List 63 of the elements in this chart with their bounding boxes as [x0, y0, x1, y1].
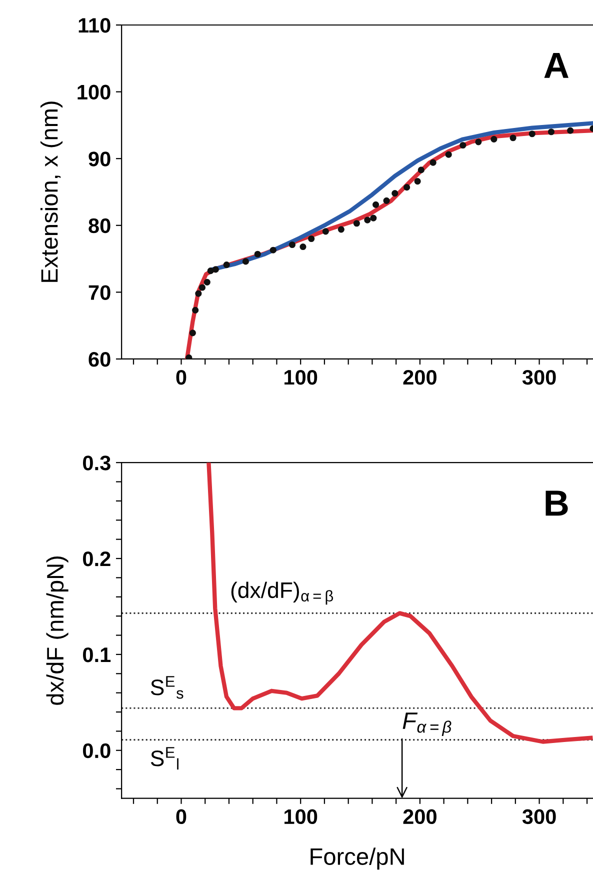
annotation: B — [546, 490, 568, 516]
point — [404, 184, 410, 191]
point — [418, 166, 424, 174]
point — [548, 128, 555, 136]
point — [212, 266, 219, 273]
point — [242, 258, 249, 265]
point — [383, 197, 390, 204]
point — [370, 214, 377, 222]
point — [189, 330, 196, 336]
x-tick-label: 300 — [522, 809, 556, 824]
point — [300, 243, 306, 250]
y-axis-title: dx/dF (nm/pN) — [46, 556, 68, 705]
point — [430, 159, 436, 166]
point — [308, 235, 315, 242]
line-series — [206, 462, 593, 744]
x-tick-label: 200 — [403, 809, 436, 824]
point — [528, 130, 536, 138]
point — [207, 268, 214, 274]
y-tick-label: 110 — [78, 18, 110, 33]
x-tick-label: 200 — [403, 370, 436, 385]
y-tick-label: 100 — [78, 84, 110, 100]
point — [195, 290, 202, 297]
point — [204, 278, 210, 286]
point — [490, 136, 498, 143]
y-tick-label: 60 — [88, 352, 110, 367]
point — [254, 250, 261, 258]
point — [510, 134, 516, 142]
y-tick-label: 0.1 — [83, 647, 111, 662]
y-tick-label: 70 — [88, 285, 110, 300]
x-axis-title: Force/pN — [310, 848, 404, 870]
point — [338, 226, 344, 233]
ref-line-label: (dx/dF)$_{α=β}$ — [231, 582, 334, 605]
point — [414, 178, 421, 185]
x-tick-label: 0 — [176, 809, 186, 824]
x-tick-label: 300 — [522, 370, 556, 385]
y-tick-label: 0.0 — [83, 743, 110, 758]
x-tick-label: 0 — [176, 370, 186, 385]
y-axis-title: Extension, x (nm) — [40, 102, 62, 282]
x-tick-label: 100 — [284, 370, 318, 385]
x-tick-label: 100 — [284, 809, 318, 824]
ref-line-label: S$^{E}$$_{s}$ — [150, 676, 184, 699]
ref-line-label: S$^{E}$$_{l}$ — [150, 747, 178, 770]
point — [223, 262, 230, 268]
point — [198, 284, 206, 291]
point — [288, 241, 296, 248]
point — [445, 151, 452, 158]
y-tick-label: 80 — [88, 218, 110, 234]
point — [353, 220, 360, 227]
y-tick-label: 0.2 — [83, 552, 110, 566]
point — [460, 142, 466, 149]
annotation: F$_{α=β}$ — [402, 712, 452, 736]
point — [567, 127, 574, 134]
annotation: A — [544, 53, 568, 78]
point — [392, 190, 398, 197]
y-tick-label: 90 — [88, 152, 110, 166]
point — [372, 201, 380, 208]
point — [364, 216, 371, 224]
point — [192, 306, 199, 314]
point — [322, 228, 329, 235]
point — [186, 354, 192, 359]
y-tick-label: 0.3 — [83, 456, 110, 470]
point — [270, 246, 276, 254]
point — [475, 138, 482, 146]
